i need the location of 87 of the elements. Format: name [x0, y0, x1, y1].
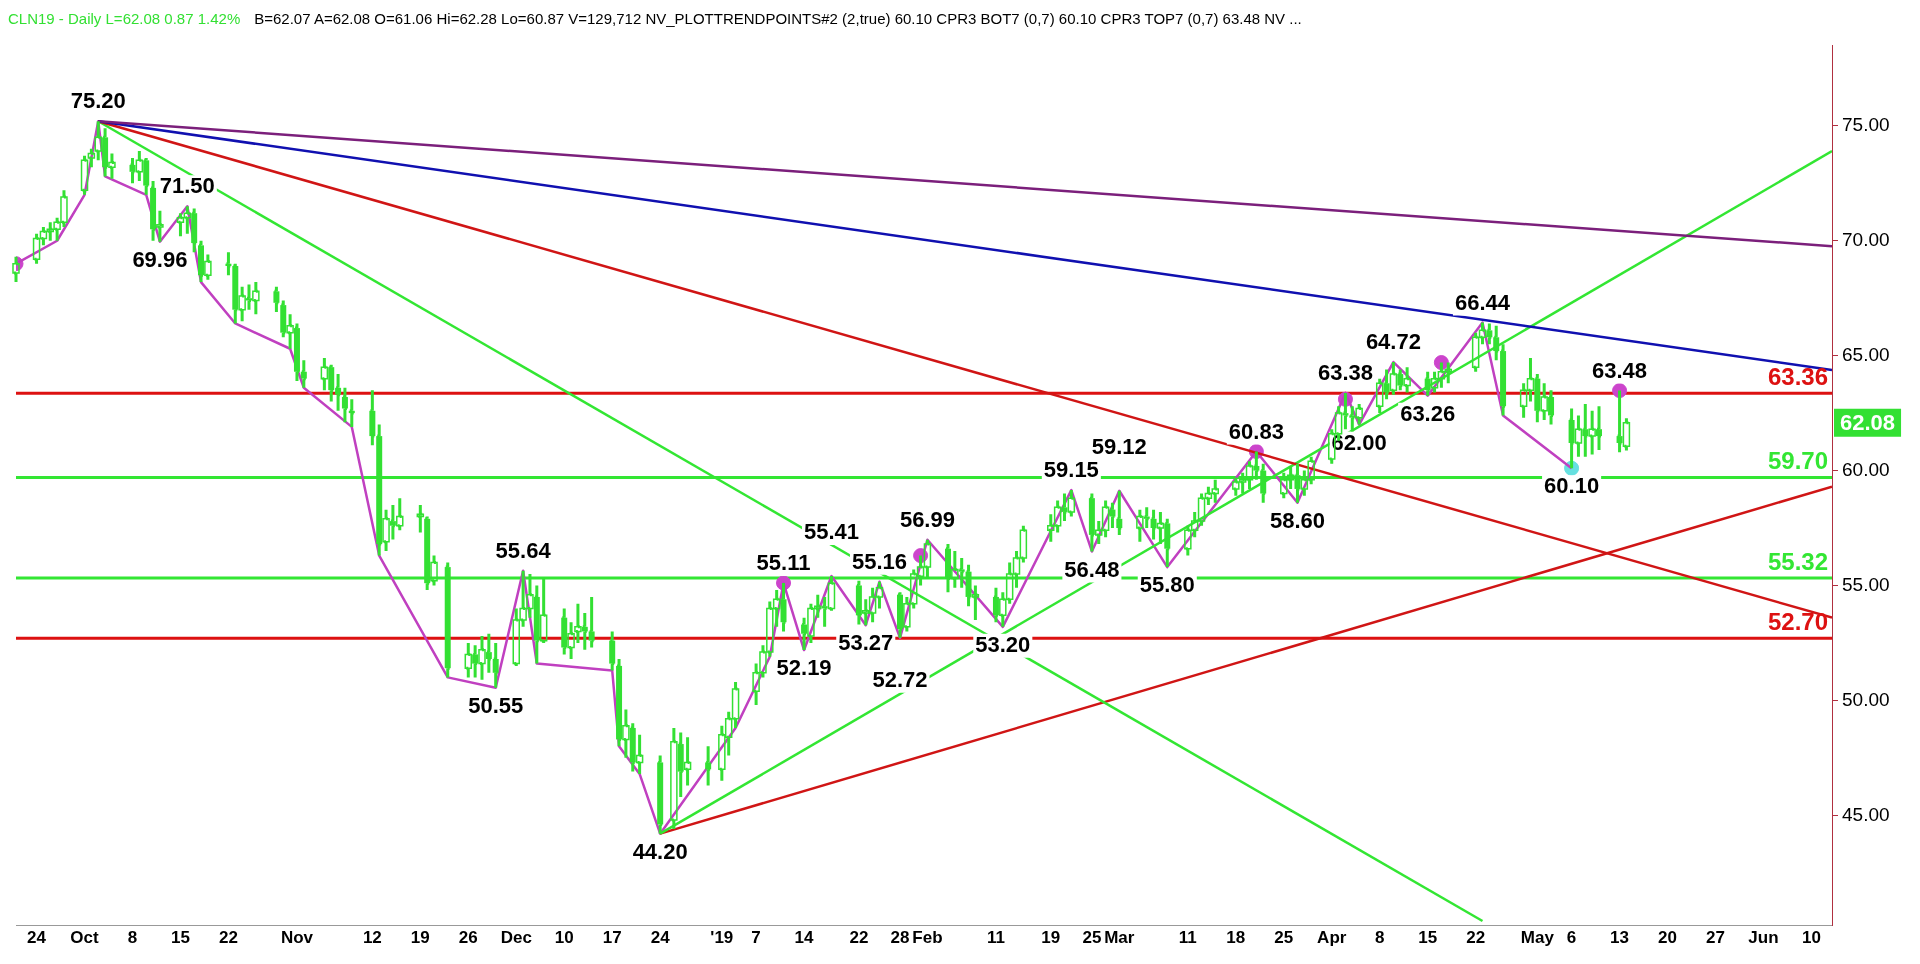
candlestick	[1493, 325, 1500, 361]
annotation: 63.26	[1400, 400, 1456, 426]
annotation: 75.20	[70, 88, 126, 114]
candlestick	[588, 596, 595, 648]
x-tick-label: 12	[362, 928, 382, 948]
ref-line-label: 55.32	[1767, 547, 1828, 575]
x-tick-label: May	[1520, 928, 1555, 948]
x-tick-label: 14	[794, 928, 815, 948]
x-tick-label: 18	[1226, 928, 1246, 948]
x-tick-label: 11	[986, 928, 1005, 948]
annotation: 53.20	[975, 631, 1031, 657]
x-tick-label: 22	[1466, 928, 1486, 948]
x-tick-label: Mar	[1104, 928, 1135, 948]
candlestick	[609, 631, 616, 671]
annotation: 59.12	[1091, 433, 1147, 459]
annotation: 64.72	[1365, 329, 1421, 355]
x-tick-label: 28	[890, 928, 910, 948]
x-tick-label: 15	[171, 928, 190, 948]
x-tick-label: 8	[127, 928, 138, 948]
text: 62.08	[1840, 409, 1896, 435]
annotation: 55.41	[803, 519, 860, 545]
annotation: 59.15	[1043, 457, 1099, 483]
annotation: 71.50	[159, 173, 215, 199]
annotation: 56.99	[899, 506, 955, 532]
x-tick-label: 17	[602, 928, 622, 948]
annotation: 55.64	[495, 537, 552, 563]
annotation: 56.48	[1064, 556, 1120, 582]
annotation: 53.27	[838, 630, 894, 656]
x-tick-label: Nov	[280, 928, 314, 948]
x-tick-label: 24	[650, 928, 671, 948]
annotation: 55.11	[756, 550, 811, 576]
x-tick-label: 7	[751, 928, 761, 948]
candlestick	[273, 286, 280, 312]
y-tick-label: 50.00	[1842, 688, 1890, 710]
ref-line-label: 52.70	[1767, 607, 1828, 635]
annotation: 63.48	[1592, 357, 1648, 383]
annotation: 60.10	[1544, 473, 1600, 499]
annotation: 63.38	[1317, 359, 1373, 385]
y-tick-label: 60.00	[1842, 458, 1890, 480]
x-tick-label: 13	[1610, 928, 1630, 948]
annotation: 55.16	[851, 548, 907, 574]
x-tick-label: 22	[218, 928, 238, 948]
x-tick-label: 27	[1706, 928, 1725, 948]
y-tick-label: 45.00	[1842, 803, 1890, 825]
x-tick-label: 11	[1178, 928, 1197, 948]
x-tick-label: 22	[849, 928, 869, 948]
x-tick-label: 19	[410, 928, 430, 948]
chart-title: CLN19 - Daily L=62.08 0.87 1.42%	[8, 10, 241, 27]
x-tick-label: 25	[1274, 928, 1294, 948]
x-tick-label: 26	[458, 928, 478, 948]
chart-subtitle: B=62.07 A=62.08 O=61.06 Hi=62.28 Lo=60.87 V=129,712 NV_PLOTTRENDPOINTS#2 (2,true) 60.10 CPR3 BOT7 (0,7) 60.10 CPR3 TOP7 (0,7) 63.48 NV ...	[254, 10, 1302, 27]
x-tick-label: 10	[554, 928, 574, 948]
annotation: 44.20	[632, 838, 688, 864]
x-tick-label: 24	[27, 928, 47, 948]
annotation: 50.55	[468, 692, 524, 718]
x-tick-label: Oct	[70, 928, 100, 948]
x-tick-label: 6	[1566, 928, 1577, 948]
x-tick-label: 15	[1418, 928, 1438, 948]
candlestick	[1500, 344, 1507, 416]
x-tick-label: Feb	[912, 928, 943, 948]
annotation: 58.60	[1269, 507, 1326, 533]
annotation: 60.83	[1228, 418, 1284, 444]
annotation: 52.72	[872, 666, 928, 692]
x-tick-label: 10	[1801, 928, 1821, 948]
y-tick-label: 65.00	[1842, 343, 1890, 365]
x-tick-label: 8	[1374, 928, 1385, 948]
x-tick-label: 25	[1082, 928, 1102, 948]
candlestick	[1116, 490, 1123, 535]
ref-line-label: 59.70	[1767, 447, 1828, 475]
annotation: 69.96	[132, 246, 188, 272]
annotation: 52.19	[776, 655, 832, 681]
ref-line-label: 63.36	[1767, 362, 1828, 390]
candlestick	[369, 390, 376, 446]
x-tick-label: Jun	[1748, 928, 1779, 948]
annotation: 66.44	[1454, 289, 1511, 315]
candlestick	[12, 256, 20, 283]
y-tick-label: 70.00	[1842, 228, 1890, 250]
candlestick	[492, 642, 499, 688]
y-tick-label: 75.00	[1842, 114, 1890, 136]
candlestick	[341, 387, 348, 423]
y-tick-label: 55.00	[1842, 573, 1890, 595]
x-tick-label: Apr	[1317, 928, 1347, 948]
x-tick-label: '19	[710, 928, 734, 948]
annotation: 55.80	[1139, 572, 1195, 598]
x-tick-label: 19	[1041, 928, 1061, 948]
x-tick-label: 20	[1658, 928, 1677, 948]
x-tick-label: Dec	[500, 928, 532, 948]
